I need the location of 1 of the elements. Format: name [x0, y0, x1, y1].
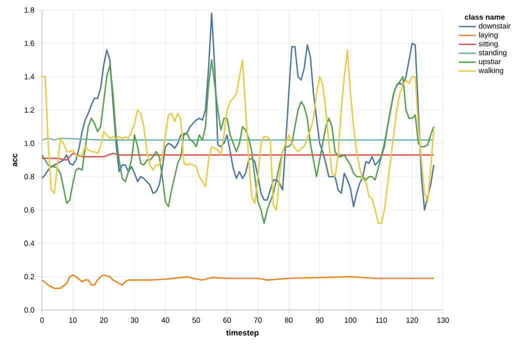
line-series [41, 274, 434, 290]
